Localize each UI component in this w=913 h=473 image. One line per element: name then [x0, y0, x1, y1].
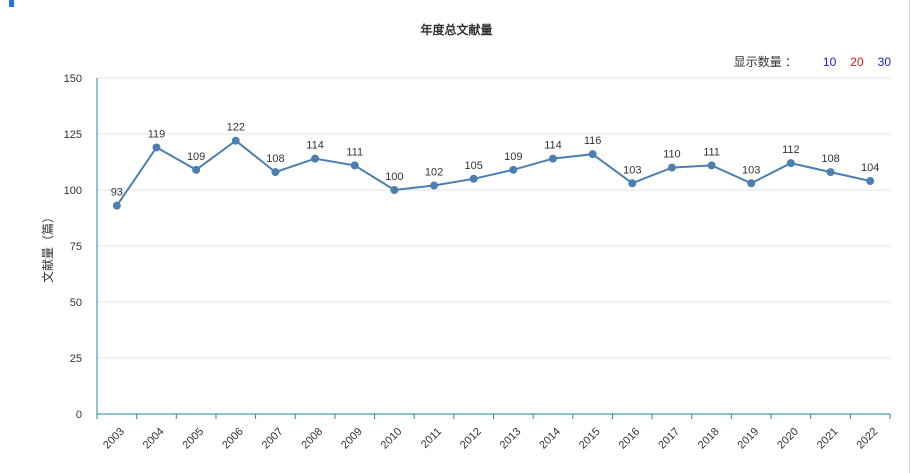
data-point[interactable] — [667, 163, 676, 172]
x-tick-labels: 2003 2004 2005 2006 2007 2008 2009 2010 2011 2012… — [101, 426, 880, 452]
x-tick-label: 2015 — [577, 426, 603, 452]
x-tick-label: 2011 — [419, 426, 444, 451]
panel-border — [909, 0, 910, 473]
data-label: 108 — [821, 153, 839, 165]
data-label: 100 — [385, 171, 403, 183]
series-polyline — [115, 139, 871, 207]
y-tick-label: 125 — [64, 129, 82, 141]
data-point[interactable] — [826, 168, 835, 177]
x-tick-label: 2014 — [537, 426, 563, 452]
accent-bar — [9, 0, 14, 7]
data-label: 102 — [425, 167, 443, 179]
data-point[interactable] — [628, 179, 637, 188]
data-label: 103 — [742, 164, 760, 176]
data-label: 122 — [227, 122, 245, 134]
y-tick-label: 75 — [70, 241, 82, 253]
data-label: 114 — [306, 140, 324, 152]
display-count-selector: 显示数量 ： 10 20 30 — [734, 53, 891, 70]
x-tick-label: 2013 — [498, 426, 524, 452]
x-tick-label: 2004 — [141, 426, 167, 452]
y-tick-label: 50 — [70, 297, 82, 309]
data-point[interactable] — [350, 161, 359, 170]
gridlines — [97, 77, 890, 359]
x-tick-label: 2012 — [458, 426, 484, 452]
chart-title: 年度总文献量 — [420, 23, 493, 37]
x-tick-label: 2021 — [815, 426, 841, 452]
data-point[interactable] — [469, 174, 478, 183]
data-points — [112, 136, 875, 210]
data-label: 93 — [111, 187, 123, 199]
data-labels: 93 119 109 122 108 114 111 100 102 105 109 114 116 10… — [111, 122, 880, 199]
data-point[interactable] — [192, 165, 201, 174]
y-tick-label: 0 — [76, 409, 82, 421]
count-option-10[interactable]: 10 — [822, 54, 837, 69]
x-tick-label: 2018 — [696, 426, 722, 452]
data-label: 105 — [464, 160, 482, 172]
series-line — [115, 139, 871, 207]
data-point[interactable] — [747, 179, 756, 188]
data-point[interactable] — [707, 161, 716, 170]
x-tick-label: 2020 — [775, 426, 801, 452]
data-point[interactable] — [786, 159, 795, 168]
data-label: 112 — [782, 144, 800, 156]
data-point[interactable] — [588, 150, 597, 159]
y-tick-label: 100 — [64, 185, 82, 197]
x-tick-label: 2017 — [656, 426, 682, 452]
display-count-label: 显示数量 ： — [733, 55, 797, 69]
x-tick-label: 2009 — [339, 426, 365, 452]
data-point[interactable] — [548, 154, 557, 163]
x-tick-label: 2007 — [260, 426, 286, 452]
x-tick-label: 2010 — [379, 426, 405, 452]
x-tick-label: 2003 — [101, 426, 127, 452]
x-tick-label: 2016 — [617, 426, 643, 452]
y-tick-label: 25 — [70, 353, 82, 365]
data-label: 114 — [544, 140, 562, 152]
data-label: 111 — [346, 146, 363, 158]
data-label: 104 — [861, 162, 879, 174]
data-point[interactable] — [311, 154, 320, 163]
data-point[interactable] — [152, 143, 161, 152]
data-label: 111 — [703, 146, 720, 158]
data-point[interactable] — [390, 186, 399, 194]
data-label: 103 — [623, 164, 641, 176]
axes — [96, 78, 891, 419]
count-option-20[interactable]: 20 — [850, 54, 864, 69]
x-tick-label: 2019 — [736, 426, 762, 452]
data-label: 116 — [584, 135, 602, 147]
data-point[interactable] — [231, 136, 240, 145]
data-point[interactable] — [509, 165, 518, 174]
data-label: 119 — [148, 128, 166, 140]
count-option-30[interactable]: 30 — [877, 54, 891, 69]
data-label: 110 — [663, 149, 681, 161]
data-point[interactable] — [866, 177, 875, 186]
x-tick-label: 2022 — [854, 426, 880, 452]
y-axis-title: 文献量（篇） — [40, 211, 55, 283]
data-label: 109 — [504, 151, 522, 163]
y-tick-label: 150 — [64, 73, 82, 85]
x-tick-label: 2005 — [180, 426, 206, 452]
data-point[interactable] — [430, 181, 439, 190]
data-label: 108 — [266, 153, 284, 165]
data-point[interactable] — [112, 201, 121, 210]
x-tick-label: 2006 — [220, 426, 246, 452]
data-point[interactable] — [271, 168, 280, 177]
x-tick-label: 2008 — [299, 426, 325, 452]
y-tick-labels: 0 25 50 75 100 125 150 — [64, 73, 82, 421]
data-label: 109 — [187, 151, 205, 163]
